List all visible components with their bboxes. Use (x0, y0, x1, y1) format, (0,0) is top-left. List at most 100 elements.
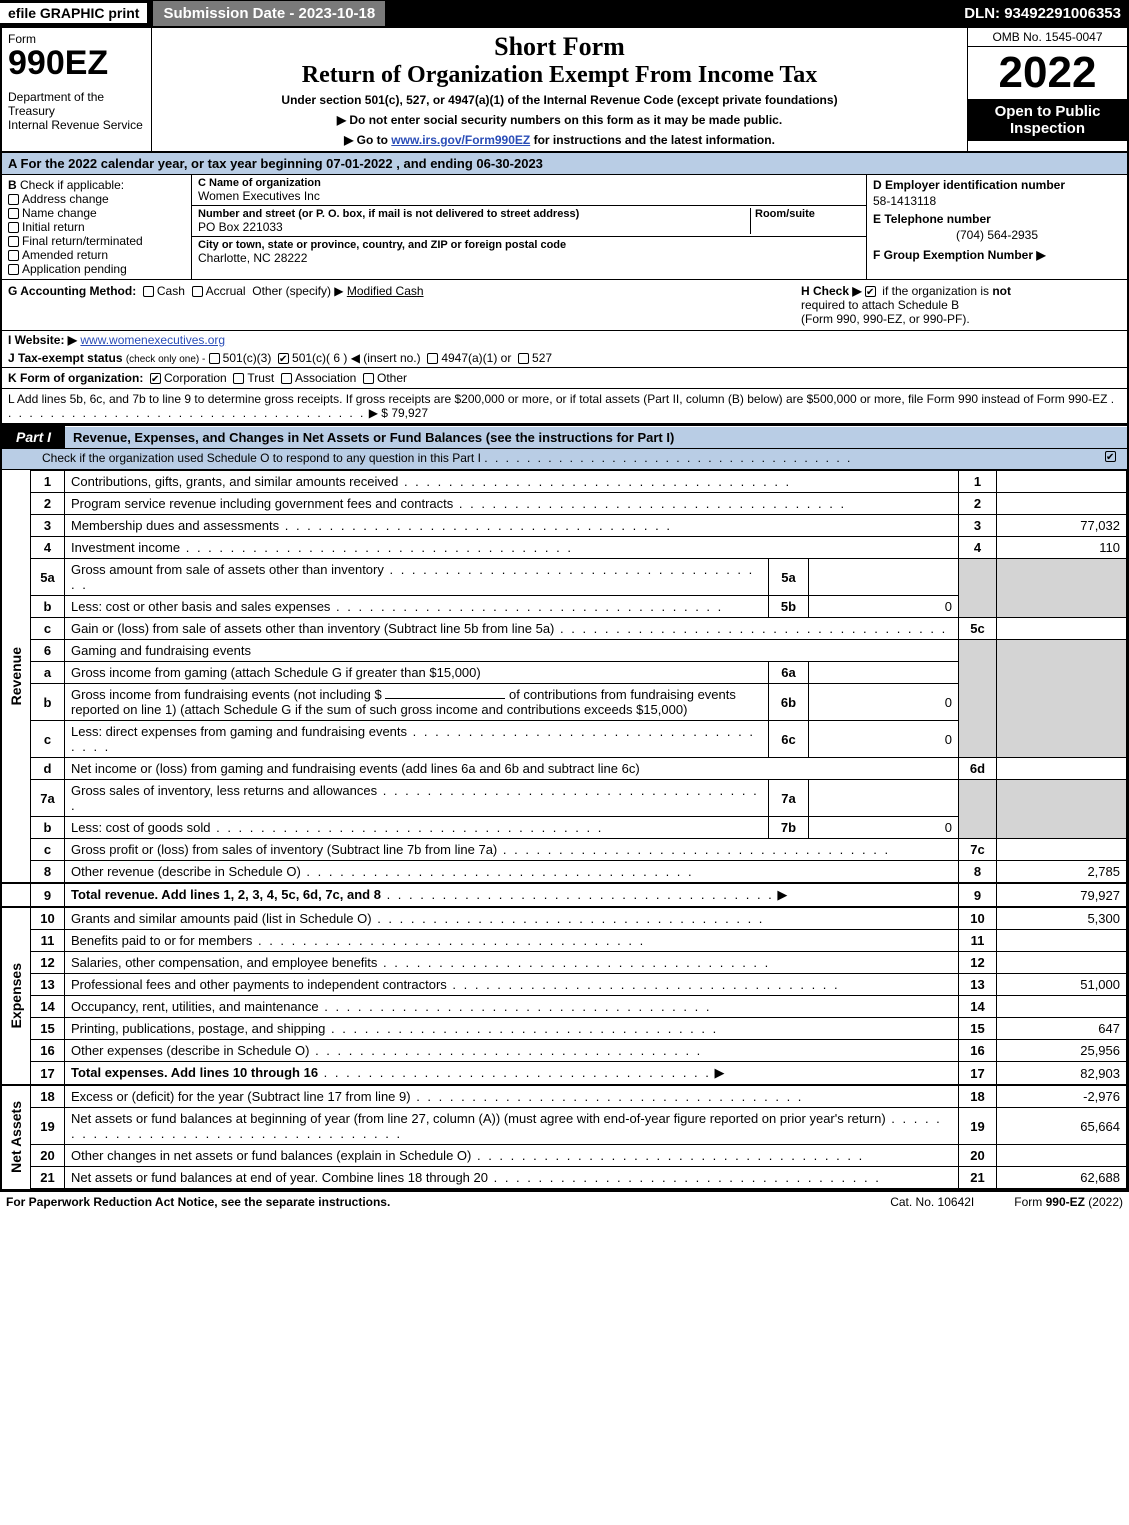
chk-address[interactable] (8, 194, 19, 205)
footer-right-post: (2022) (1085, 1195, 1123, 1209)
l7c-d: Gross profit or (loss) from sales of inv… (71, 842, 497, 857)
l11-d: Benefits paid to or for members (71, 933, 252, 948)
j-lbl: J Tax-exempt status (8, 351, 123, 365)
b-final: Final return/terminated (22, 234, 143, 248)
h-txt3: (Form 990, 990-EZ, or 990-PF). (801, 312, 970, 326)
line-6d: d Net income or (loss) from gaming and f… (2, 758, 1127, 780)
b-check-label: Check if applicable: (20, 178, 124, 192)
website-link[interactable]: www.womenexecutives.org (80, 333, 225, 347)
h-lbl: H Check ▶ (801, 284, 862, 298)
chk-other[interactable] (363, 373, 374, 384)
d-grp-lbl: F Group Exemption Number ▶ (873, 248, 1121, 262)
l7a-d: Gross sales of inventory, less returns a… (71, 783, 377, 798)
l7a-n: 7a (31, 780, 65, 817)
l2-amt (997, 493, 1127, 515)
line-15: 15 Printing, publications, postage, and … (2, 1018, 1127, 1040)
l10-box: 10 (959, 907, 997, 930)
h-txt2: required to attach Schedule B (801, 298, 959, 312)
l17-n: 17 (31, 1062, 65, 1086)
part1-dots (484, 451, 852, 465)
chk-accrual[interactable] (192, 286, 203, 297)
b-name: Name change (22, 206, 97, 220)
l6b-sv: 0 (809, 684, 959, 721)
l17-d: Total expenses. Add lines 10 through 16 (71, 1065, 318, 1080)
l9-d: Total revenue. Add lines 1, 2, 3, 4, 5c,… (71, 887, 381, 902)
chk-527[interactable] (518, 353, 529, 364)
irs-link[interactable]: www.irs.gov/Form990EZ (391, 133, 530, 147)
top-bar: efile GRAPHIC print Submission Date - 20… (0, 0, 1129, 26)
omb-number: OMB No. 1545-0047 (968, 28, 1127, 47)
k-lbl: K Form of organization: (8, 371, 143, 385)
chk-501c[interactable] (278, 353, 289, 364)
l17-box: 17 (959, 1062, 997, 1086)
l3-n: 3 (31, 515, 65, 537)
j-c: 4947(a)(1) or (441, 351, 511, 365)
l15-amt: 647 (997, 1018, 1127, 1040)
footer-right: Form 990-EZ (2022) (1014, 1195, 1123, 1209)
l3-box: 3 (959, 515, 997, 537)
line-5b: b Less: cost or other basis and sales ex… (2, 596, 1127, 618)
submission-date: Submission Date - 2023-10-18 (153, 1, 385, 26)
footer-mid: Cat. No. 10642I (850, 1195, 1014, 1209)
chk-4947[interactable] (427, 353, 438, 364)
l5b-d: Less: cost or other basis and sales expe… (71, 599, 330, 614)
line-6: 6 Gaming and fundraising events (2, 640, 1127, 662)
line-19: 19 Net assets or fund balances at beginn… (2, 1108, 1127, 1145)
line-17: 17 Total expenses. Add lines 10 through … (2, 1062, 1127, 1086)
chk-name[interactable] (8, 208, 19, 219)
line-3: 3 Membership dues and assessments 3 77,0… (2, 515, 1127, 537)
j-a: 501(c)(3) (223, 351, 272, 365)
line-13: 13 Professional fees and other payments … (2, 974, 1127, 996)
footer: For Paperwork Reduction Act Notice, see … (0, 1191, 1129, 1212)
l11-n: 11 (31, 930, 65, 952)
l8-n: 8 (31, 861, 65, 884)
chk-trust[interactable] (233, 373, 244, 384)
shade-7b (997, 780, 1127, 839)
l5a-sub: 5a (769, 559, 809, 596)
chk-501c3[interactable] (209, 353, 220, 364)
l5a-d: Gross amount from sale of assets other t… (71, 562, 384, 577)
l9-amt: 79,927 (997, 883, 1127, 907)
chk-schedule-o[interactable] (1105, 451, 1116, 462)
l11-box: 11 (959, 930, 997, 952)
l-val: 79,927 (391, 406, 428, 420)
i-lbl: I Website: ▶ (8, 333, 77, 347)
d-ein: 58-1413118 (873, 194, 1121, 208)
chk-h[interactable] (865, 286, 876, 297)
line-11: 11 Benefits paid to or for members 11 (2, 930, 1127, 952)
shade-7 (959, 780, 997, 839)
l6a-sv (809, 662, 959, 684)
l14-n: 14 (31, 996, 65, 1018)
vlabel-expenses: Expenses (8, 963, 24, 1028)
l15-d: Printing, publications, postage, and shi… (71, 1021, 325, 1036)
line-18: Net Assets 18 Excess or (deficit) for th… (2, 1085, 1127, 1108)
c-name-lbl: C Name of organization (198, 177, 860, 189)
l5a-n: 5a (31, 559, 65, 596)
l4-amt: 110 (997, 537, 1127, 559)
chk-cash[interactable] (143, 286, 154, 297)
org-street: PO Box 221033 (198, 220, 750, 234)
l-txt: L Add lines 5b, 6c, and 7b to line 9 to … (8, 392, 1107, 406)
chk-initial[interactable] (8, 222, 19, 233)
l7a-sub: 7a (769, 780, 809, 817)
l6c-sv: 0 (809, 721, 959, 758)
l13-box: 13 (959, 974, 997, 996)
line-14: 14 Occupancy, rent, utilities, and maint… (2, 996, 1127, 1018)
chk-assoc[interactable] (281, 373, 292, 384)
part1-sub: Check if the organization used Schedule … (2, 449, 1127, 470)
k-trust: Trust (247, 371, 274, 385)
l18-box: 18 (959, 1085, 997, 1108)
line-6b: b Gross income from fundraising events (… (2, 684, 1127, 721)
g-val: Modified Cash (347, 284, 424, 298)
line-12: 12 Salaries, other compensation, and emp… (2, 952, 1127, 974)
line-8: 8 Other revenue (describe in Schedule O)… (2, 861, 1127, 884)
j-b: 501(c)( 6 ) ◀ (insert no.) (292, 351, 421, 365)
l5c-box: 5c (959, 618, 997, 640)
c-city-lbl: City or town, state or province, country… (198, 239, 860, 251)
chk-app[interactable] (8, 264, 19, 275)
chk-corp[interactable] (150, 373, 161, 384)
l4-d: Investment income (71, 540, 180, 555)
chk-final[interactable] (8, 236, 19, 247)
chk-amended[interactable] (8, 250, 19, 261)
l7b-n: b (31, 817, 65, 839)
